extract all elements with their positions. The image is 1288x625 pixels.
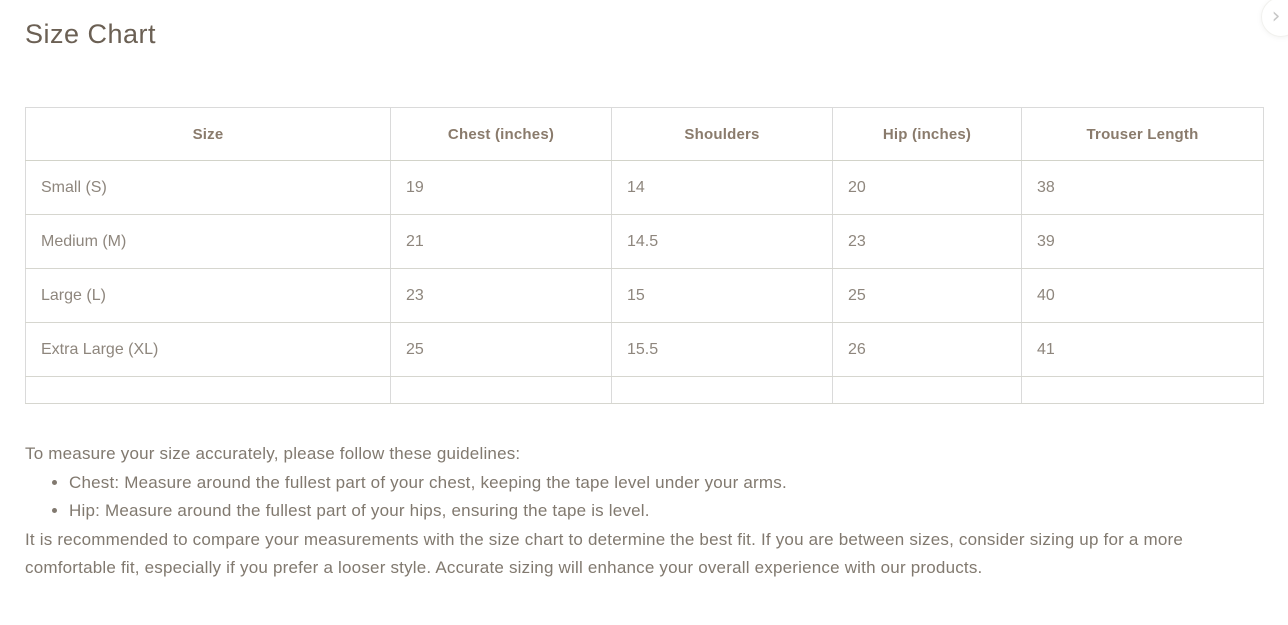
table-cell: 25 <box>390 322 612 377</box>
table-cell: 25 <box>832 268 1022 323</box>
table-row: Medium (M) 21 14.5 23 39 <box>25 214 1264 269</box>
table-cell: 15 <box>611 268 833 323</box>
size-chart-table: Size Chest (inches) Shoulders Hip (inches) T… <box>25 107 1264 404</box>
column-header: Trouser Length <box>1021 107 1264 161</box>
table-cell: 41 <box>1021 322 1264 377</box>
guidelines-list: Chest: Measure around the fullest part o… <box>25 469 1263 526</box>
table-cell: 38 <box>1021 160 1264 215</box>
table-cell: 14 <box>611 160 833 215</box>
table-cell: 39 <box>1021 214 1264 269</box>
table-cell <box>832 376 1022 404</box>
table-cell <box>1021 376 1264 404</box>
table-cell: 26 <box>832 322 1022 377</box>
table-cell: 21 <box>390 214 612 269</box>
page-title: Size Chart <box>25 19 157 49</box>
table-cell <box>611 376 833 404</box>
table-row: Extra Large (XL) 25 15.5 26 41 <box>25 322 1264 377</box>
table-cell <box>390 376 612 404</box>
table-row: Small (S) 19 14 20 38 <box>25 160 1264 215</box>
column-header: Hip (inches) <box>832 107 1022 161</box>
column-header: Shoulders <box>611 107 833 161</box>
guideline-hip: Hip: Measure around the fullest part of … <box>69 497 1263 526</box>
table-cell: 15.5 <box>611 322 833 377</box>
size-table-header-row: Size Chest (inches) Shoulders Hip (inches) T… <box>25 107 1264 161</box>
guideline-chest: Chest: Measure around the fullest part o… <box>69 469 1263 498</box>
column-header: Chest (inches) <box>390 107 612 161</box>
sizing-note: It is recommended to compare your measur… <box>25 529 1183 578</box>
guidelines-intro: To measure your size accurately, please … <box>25 444 521 463</box>
table-row: Large (L) 23 15 25 40 <box>25 268 1264 323</box>
table-row <box>25 376 1264 404</box>
chevron-right-button[interactable]: › <box>1261 0 1288 37</box>
table-cell: 20 <box>832 160 1022 215</box>
table-cell: Large (L) <box>25 268 391 323</box>
table-cell: 19 <box>390 160 612 215</box>
table-cell: Medium (M) <box>25 214 391 269</box>
table-cell: Small (S) <box>25 160 391 215</box>
table-cell <box>25 376 391 404</box>
size-table-body: Small (S) 19 14 20 38 Medium (M) 21 14.5 23 39 Lar… <box>25 160 1264 404</box>
table-cell: 14.5 <box>611 214 833 269</box>
measurement-guidelines: To measure your size accurately, please … <box>25 440 1263 583</box>
table-cell: Extra Large (XL) <box>25 322 391 377</box>
column-header: Size <box>25 107 391 161</box>
table-cell: 23 <box>832 214 1022 269</box>
table-cell: 23 <box>390 268 612 323</box>
table-cell: 40 <box>1021 268 1264 323</box>
chevron-right-icon: › <box>1271 4 1281 29</box>
